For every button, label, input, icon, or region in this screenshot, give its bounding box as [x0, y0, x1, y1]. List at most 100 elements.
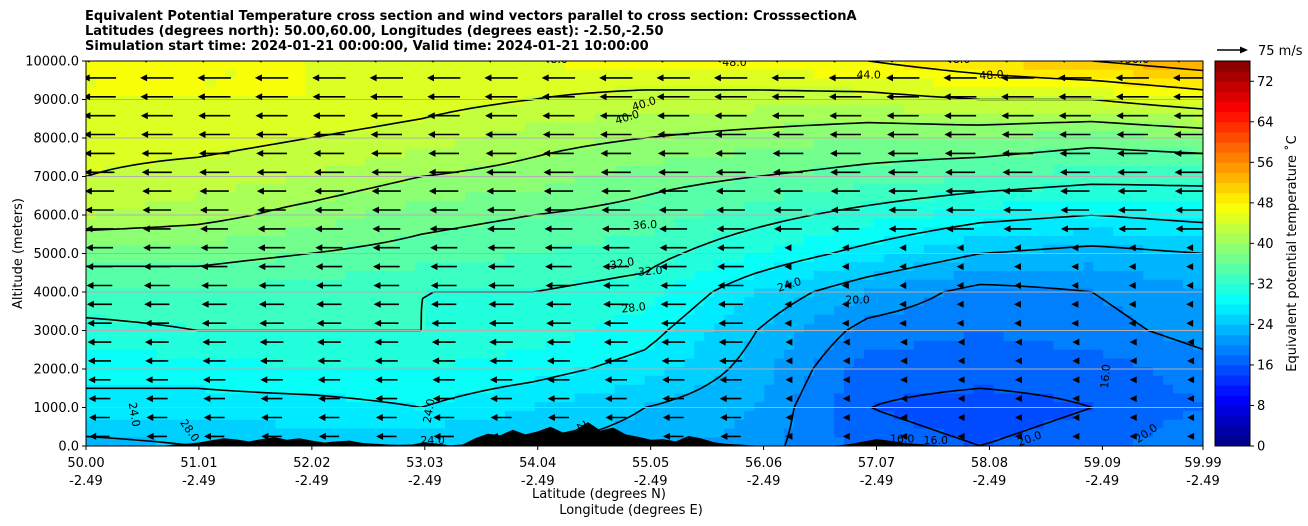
field-cell — [933, 201, 945, 211]
field-cell — [734, 323, 745, 333]
field-cell — [674, 174, 685, 185]
field-cell — [255, 393, 267, 403]
field-cell — [1003, 402, 1015, 412]
field-cell — [285, 402, 297, 412]
field-cell — [584, 253, 596, 263]
field-cell — [1143, 306, 1154, 316]
field-cell — [205, 227, 217, 237]
field-cell — [674, 419, 685, 430]
field-cell — [355, 402, 366, 412]
field-cell — [1023, 376, 1035, 386]
field-cell — [1133, 131, 1144, 141]
field-cell — [1003, 174, 1015, 185]
field-cell — [95, 61, 107, 71]
field-cell — [95, 244, 107, 255]
field-cell — [724, 227, 735, 237]
field-cell — [624, 131, 636, 141]
field-cell — [105, 227, 117, 237]
field-cell — [804, 157, 815, 167]
field-cell — [225, 78, 237, 88]
field-cell — [135, 297, 147, 307]
field-cell — [455, 209, 466, 220]
field-cell — [484, 236, 496, 246]
field-cell — [913, 384, 925, 395]
field-cell — [1063, 393, 1074, 403]
field-cell — [963, 166, 975, 176]
field-cell — [1163, 192, 1174, 202]
field-cell — [714, 384, 725, 395]
field-cell — [674, 69, 685, 80]
field-cell — [983, 314, 995, 325]
field-cell — [215, 358, 227, 368]
field-cell — [554, 87, 566, 97]
field-cell — [245, 166, 257, 176]
field-cell — [893, 131, 905, 141]
field-cell — [315, 437, 326, 446]
field-cell — [195, 411, 207, 421]
field-cell — [903, 166, 915, 176]
field-cell — [255, 411, 267, 421]
field-cell — [1063, 157, 1074, 167]
field-cell — [1093, 87, 1104, 97]
field-cell — [1113, 437, 1124, 446]
field-cell — [664, 314, 676, 325]
field-cell — [95, 411, 107, 421]
field-cell — [155, 192, 167, 202]
field-cell — [185, 166, 197, 176]
field-cell — [843, 306, 855, 316]
field-cell — [425, 139, 436, 150]
field-cell — [425, 323, 436, 333]
field-cell — [764, 262, 775, 272]
field-cell — [195, 192, 207, 202]
field-cell — [285, 332, 297, 342]
field-cell — [634, 376, 646, 386]
field-cell — [145, 113, 157, 123]
field-cell — [863, 174, 875, 185]
field-cell — [95, 218, 107, 228]
field-cell — [524, 314, 536, 325]
field-cell — [345, 314, 356, 325]
field-cell — [973, 323, 985, 333]
field-cell — [1023, 218, 1035, 228]
field-cell — [614, 349, 626, 360]
field-cell — [235, 323, 247, 333]
field-cell — [145, 367, 157, 377]
field-cell — [335, 297, 346, 307]
field-cell — [913, 341, 925, 351]
field-cell — [654, 279, 666, 290]
field-cell — [654, 419, 666, 430]
field-cell — [325, 376, 336, 386]
field-cell — [883, 341, 895, 351]
field-cell — [744, 279, 755, 290]
field-cell — [774, 358, 785, 368]
field-cell — [375, 139, 386, 150]
field-cell — [355, 367, 366, 377]
field-cell — [584, 314, 596, 325]
wind-vector-head — [318, 432, 326, 440]
field-cell — [125, 437, 137, 446]
field-cell — [464, 236, 476, 246]
field-cell — [784, 87, 795, 97]
field-cell — [215, 288, 227, 298]
field-cell — [455, 437, 466, 446]
field-cell — [435, 271, 446, 281]
field-cell — [225, 393, 237, 403]
field-cell — [754, 174, 765, 185]
field-cell — [1083, 323, 1094, 333]
field-cell — [365, 297, 376, 307]
field-cell — [185, 87, 197, 97]
field-cell — [943, 139, 955, 150]
field-cell — [474, 341, 486, 351]
field-cell — [445, 131, 456, 141]
field-cell — [494, 271, 506, 281]
field-cell — [225, 253, 237, 263]
field-cell — [405, 411, 416, 421]
field-cell — [963, 402, 975, 412]
field-cell — [315, 69, 326, 80]
field-cell — [494, 419, 506, 430]
field-cell — [1083, 279, 1094, 290]
field-cell — [774, 192, 785, 202]
field-cell — [744, 113, 755, 123]
field-cell — [883, 332, 895, 342]
field-cell — [973, 183, 985, 193]
